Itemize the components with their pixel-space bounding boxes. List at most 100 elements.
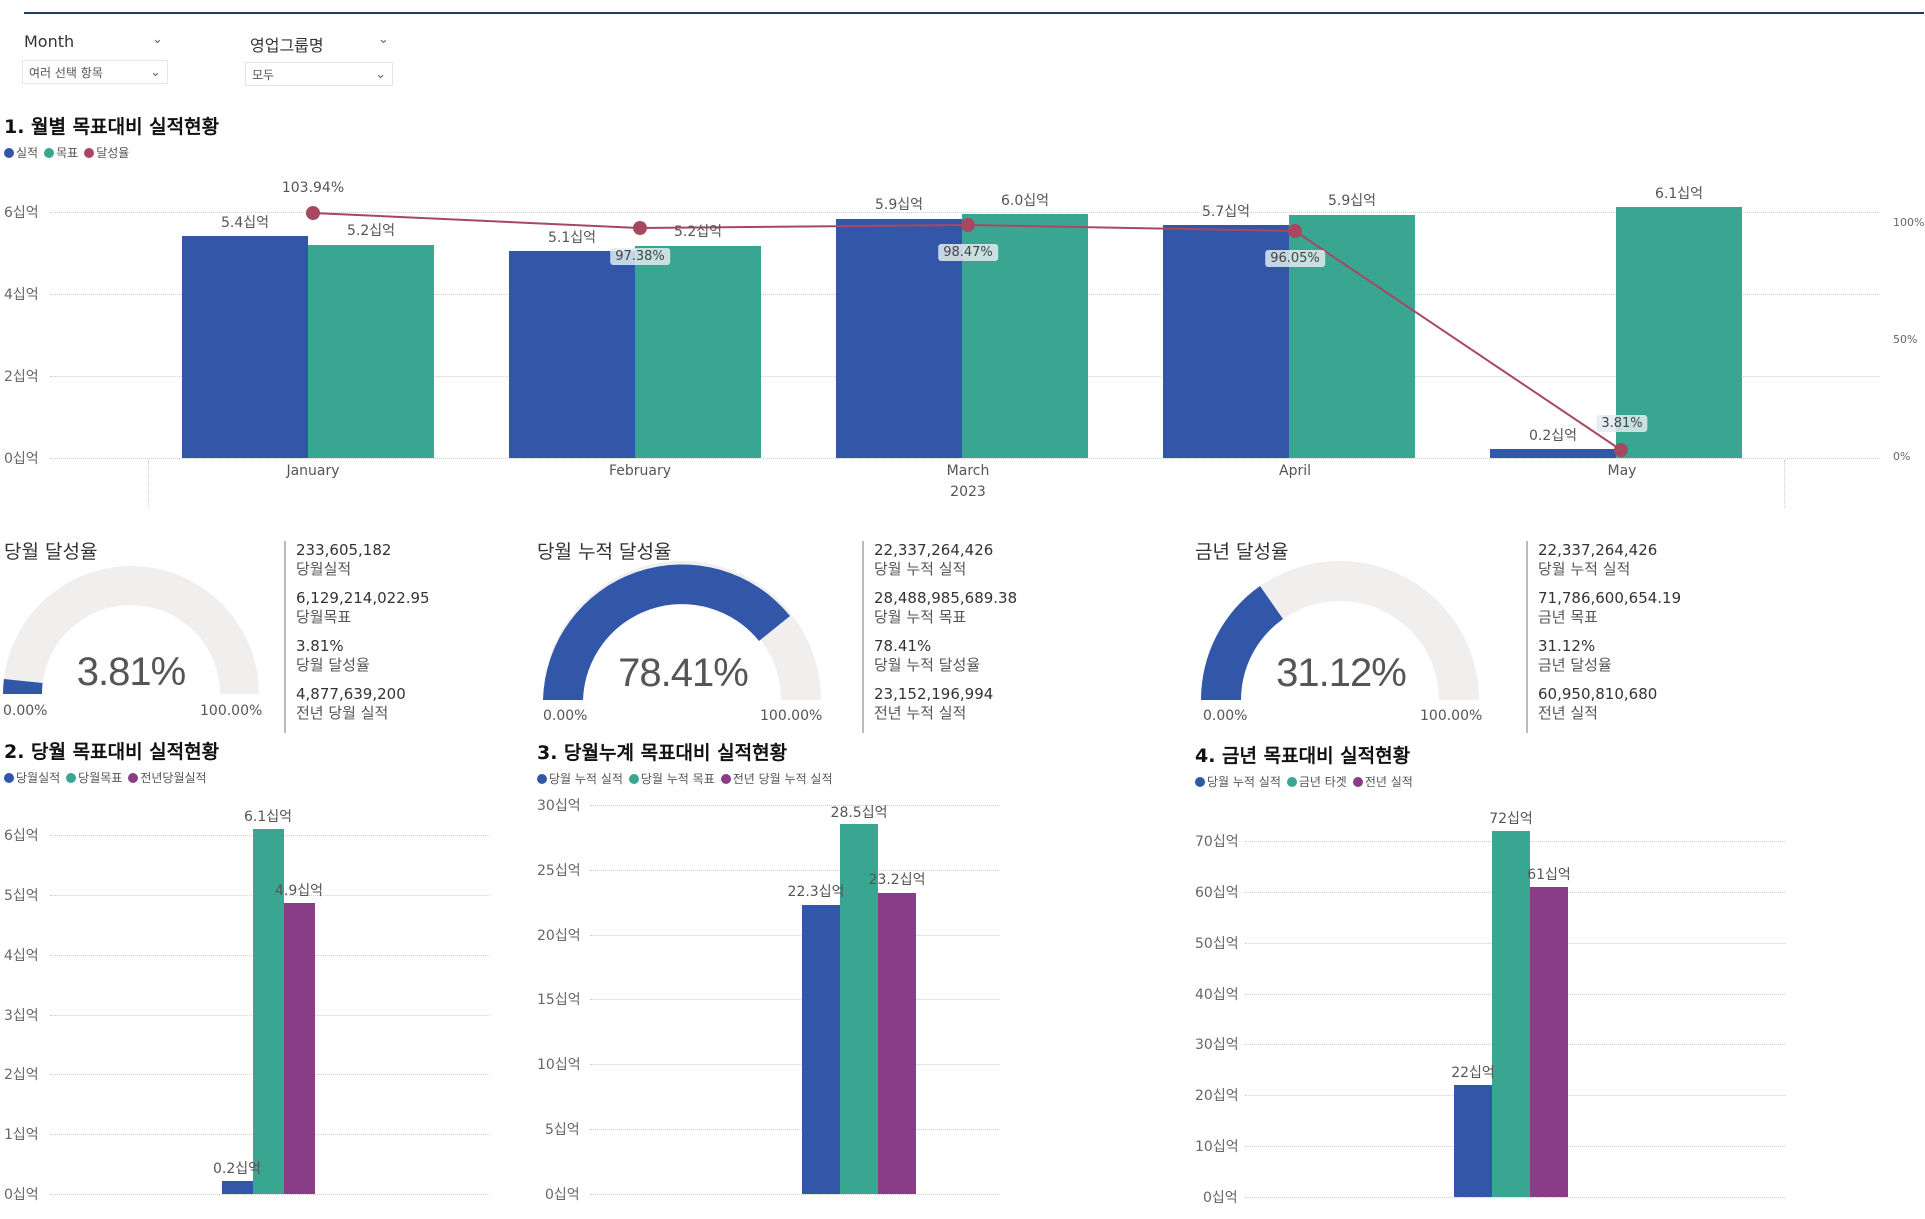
bar-prev-year-total[interactable] [1530,887,1568,1197]
legend-dot-icon [1286,776,1297,787]
gauge3-max: 100.00% [1420,708,1483,724]
kpi-label: 당월목표 [296,608,352,626]
legend-dot-icon [66,772,77,783]
gridline [1245,1197,1785,1198]
kpi-label: 전년 실적 [1538,704,1598,722]
bar-current-actual[interactable] [222,1181,253,1194]
legend-target[interactable]: 당월목표 [66,769,122,786]
legend-dot-icon [84,147,95,158]
y-tick: 4십억 [4,287,39,303]
kpi-label: 전년 당월 실적 [296,704,389,722]
y-tick: 30십억 [537,798,581,814]
kpi-label: 당월실적 [296,560,352,578]
y-tick: 10십억 [1195,1139,1239,1155]
gauge3-arc[interactable] [1198,558,1488,708]
legend-dot-icon [628,773,639,784]
month-slicer-label: Month [24,32,75,51]
legend-actual[interactable]: 실적 [4,144,38,161]
group-dropdown-value: 모두 [252,67,275,82]
legend-target[interactable]: 목표 [44,144,78,161]
legend-rate[interactable]: 달성율 [84,144,129,161]
legend-target[interactable]: 금년 타겟 [1286,773,1347,790]
legend-actual[interactable]: 당월실적 [4,769,60,786]
bar-actual-may[interactable] [1490,449,1616,458]
data-label: 23.2십억 [868,872,926,888]
chart3-legend: 당월 누적 실적 당월 누적 목표 전년 당월 누적 실적 [537,770,833,787]
chart1-legend: 실적 목표 달성율 [4,144,129,161]
legend-prev[interactable]: 전년 실적 [1352,773,1413,790]
chart1-plot: 0십억 2십억 4십억 6십억 0% 50% 100% 5.4십억 5.2십억 … [0,0,1925,520]
kpi-value: 78.41% [874,637,932,655]
data-label: 22.3십억 [787,884,845,900]
chevron-down-icon[interactable]: ⌄ [152,32,163,47]
kpi-label: 당월 누적 달성율 [874,656,981,674]
gauge3-kpis: 22,337,264,426 당월 누적 실적 71,786,600,654.19… [1526,541,1681,733]
data-label: 72십억 [1489,811,1533,827]
gridline [50,212,1880,213]
gauge2-title: 당월 누적 달성율 [537,541,672,563]
gridline [590,1129,1000,1130]
legend-prev[interactable]: 전년 당월 누적 실적 [720,770,833,787]
y-tick: 4십억 [4,948,39,964]
gridline [590,1194,1000,1195]
legend-actual[interactable]: 당월 누적 실적 [1195,773,1281,790]
kpi-label: 금년 달성율 [1538,656,1612,674]
legend-target[interactable]: 당월 누적 목표 [628,770,715,787]
gauge2-arc[interactable] [540,558,830,708]
group-dropdown[interactable]: 모두 ⌄ [245,62,393,86]
legend-prev[interactable]: 전년당월실적 [128,769,207,786]
rate-label: 103.94% [281,180,345,196]
bar-actual-january[interactable] [182,236,308,458]
bar-prev-cumulative[interactable] [878,893,916,1194]
y-tick: 2십억 [4,369,39,385]
chart4-legend: 당월 누적 실적 금년 타겟 전년 실적 [1195,773,1413,790]
y2-tick: 0% [1893,450,1911,463]
y2-tick: 100% [1893,216,1925,229]
data-label: 5.2십억 [673,224,723,240]
gauge1-arc[interactable] [0,560,270,700]
kpi-value: 23,152,196,994 [874,685,994,703]
data-label: 0.2십억 [1528,428,1578,444]
y-tick: 40십억 [1195,987,1239,1003]
bar-prev-year[interactable] [284,903,315,1194]
data-label: 5.9십억 [1327,193,1377,209]
axis-divider [1784,460,1785,508]
month-dropdown[interactable]: 여러 선택 항목 ⌄ [22,60,168,84]
kpi-value: 22,337,264,426 [874,541,994,559]
y-tick: 30십억 [1195,1037,1239,1053]
bar-ytd-actual[interactable] [1454,1085,1492,1197]
bar-current-target[interactable] [253,829,284,1194]
chart2-title: 2. 당월 목표대비 실적현황 [4,741,220,763]
group-slicer-label: 영업그룹명 [250,36,324,55]
bar-cumulative-actual[interactable] [802,905,840,1194]
data-label: 28.5십억 [830,805,888,821]
y-tick: 6십억 [4,205,39,221]
rate-label: 3.81% [1596,415,1648,432]
data-label: 6.1십억 [1654,186,1704,202]
bar-year-target[interactable] [1492,831,1530,1197]
gridline [50,458,1880,459]
chevron-down-icon[interactable]: ⌄ [378,32,389,47]
gauge2-min: 0.00% [543,708,588,724]
data-label: 0.2십억 [212,1161,262,1177]
gridline [590,870,1000,871]
data-label: 22십억 [1451,1065,1495,1081]
y2-tick: 50% [1893,333,1918,346]
y-tick: 3십억 [4,1008,39,1024]
kpi-value: 71,786,600,654.19 [1538,589,1682,607]
data-label: 61십억 [1527,867,1571,883]
axis-divider [148,460,149,508]
gauge1-value: 3.81% [76,650,186,694]
bar-actual-february[interactable] [509,251,635,458]
chevron-down-icon: ⌄ [150,64,161,80]
x-tick: April [1279,463,1311,479]
data-label: 5.2십억 [346,223,396,239]
chevron-down-icon: ⌄ [375,66,386,82]
gauge2-value: 78.41% [618,651,749,695]
bar-target-january[interactable] [308,245,434,458]
legend-dot-icon [1352,776,1363,787]
bar-target-february[interactable] [635,246,761,458]
legend-actual[interactable]: 당월 누적 실적 [537,770,623,787]
kpi-label: 금년 목표 [1538,608,1598,626]
bar-cumulative-target[interactable] [840,824,878,1194]
